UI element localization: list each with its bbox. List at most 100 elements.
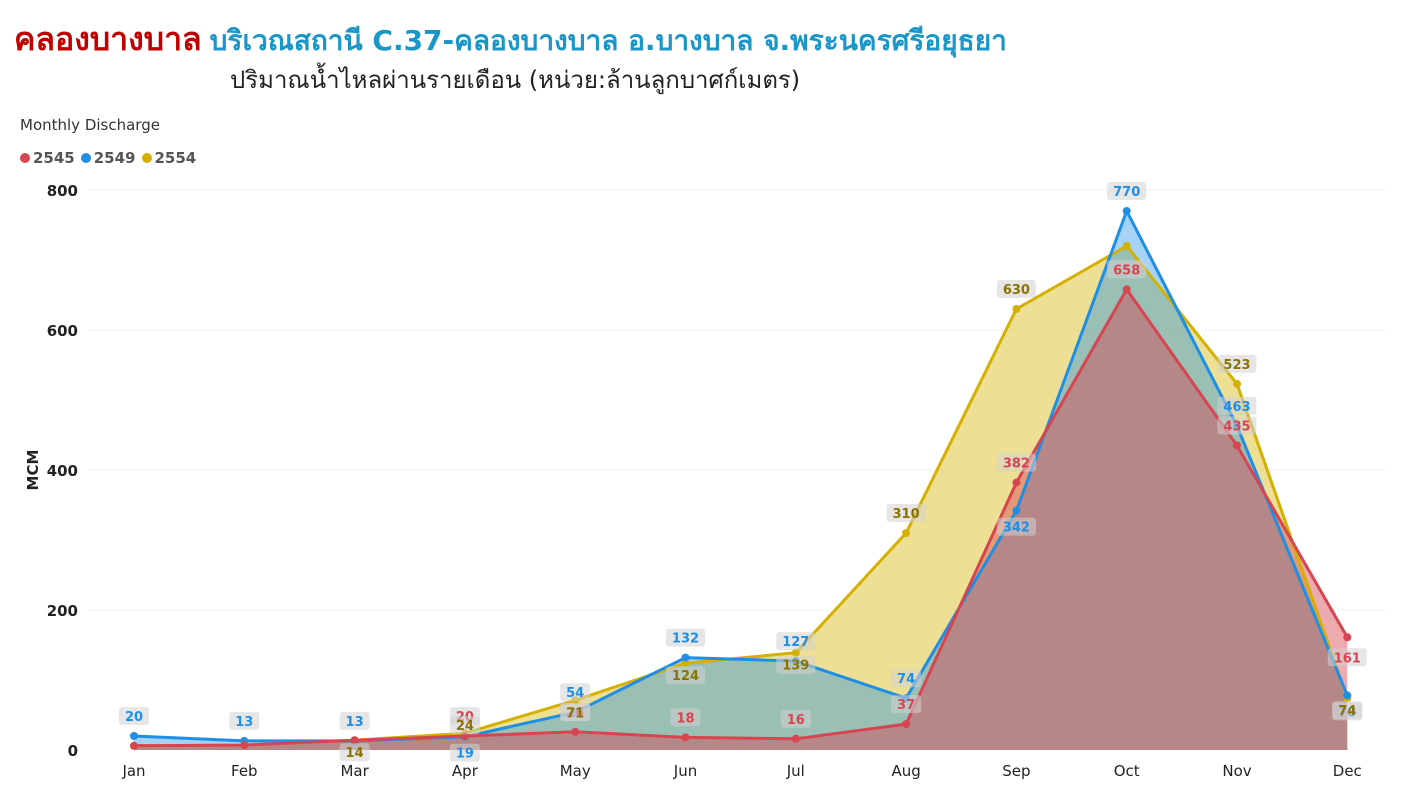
data-label-bg: [891, 695, 922, 714]
legend-label-2554: 2554: [154, 149, 197, 167]
data-point-2554[interactable]: [681, 659, 690, 668]
data-point-2545[interactable]: [1122, 285, 1131, 294]
data-label-2554: 139: [782, 659, 809, 674]
chart-title: Monthly Discharge: [20, 116, 160, 134]
data-point-2549[interactable]: [1012, 506, 1021, 515]
data-label-bg: [891, 669, 922, 688]
data-label-2554: 124: [672, 669, 699, 684]
data-label-bg: [666, 628, 705, 647]
y-tick-label: 600: [47, 322, 78, 340]
data-point-2554[interactable]: [1012, 305, 1021, 313]
data-point-2554[interactable]: [902, 529, 911, 537]
data-point-2545[interactable]: [571, 727, 580, 736]
data-label-2549: 463: [1223, 400, 1250, 415]
data-label-2549: 74: [897, 672, 915, 687]
data-label-bg: [776, 655, 816, 674]
data-label-bg: [449, 716, 480, 735]
data-point-2545[interactable]: [350, 736, 359, 745]
data-label-2545: 37: [897, 698, 915, 713]
area-2545: [134, 289, 1348, 750]
data-label-2549: 54: [566, 686, 584, 701]
area-2549: [134, 211, 1348, 750]
legend-item-2545[interactable]: 2545: [20, 149, 75, 167]
x-tick-label: Dec: [1333, 762, 1362, 780]
x-tick-label: Mar: [340, 762, 369, 780]
data-point-2545[interactable]: [902, 720, 911, 729]
data-label-2545: 16: [787, 713, 805, 728]
data-label-2554: 523: [1223, 358, 1250, 373]
data-label-2545: 161: [1334, 651, 1361, 666]
main-title: คลองบางบาล: [14, 20, 202, 58]
x-tick-label: Feb: [231, 762, 258, 780]
y-tick-label: 800: [47, 182, 78, 200]
legend-dot-2554: [141, 153, 152, 163]
x-tick-label: Apr: [452, 762, 479, 780]
data-point-2545[interactable]: [130, 741, 138, 750]
legend-item-2549[interactable]: 2549: [80, 149, 136, 167]
data-label-bg: [1107, 260, 1147, 279]
chart-legend[interactable]: 2545 2549 2554: [20, 149, 196, 167]
data-label-bg: [780, 709, 811, 728]
data-label-bg: [666, 666, 705, 685]
data-label-bg: [996, 517, 1036, 536]
legend-label-2545: 2545: [33, 149, 75, 167]
y-axis-label: MCM: [24, 450, 42, 491]
data-label-2549: 13: [235, 715, 253, 730]
legend-item-2554[interactable]: 2554: [141, 149, 197, 167]
data-label-2545: 435: [1223, 420, 1250, 435]
data-point-2549[interactable]: [1343, 691, 1352, 700]
data-label-2554: 14: [346, 746, 364, 761]
x-tick-label: Sep: [1002, 762, 1030, 780]
data-label-2549: 342: [1003, 521, 1030, 536]
data-point-2545[interactable]: [791, 734, 800, 743]
station-title: บริเวณสถานี C.37-คลองบางบาล อ.บางบาล จ.พ…: [209, 24, 1007, 57]
data-point-2545[interactable]: [1012, 478, 1021, 487]
data-label-bg: [339, 743, 370, 762]
data-label-bg: [1327, 648, 1367, 667]
legend-dot-2549: [80, 153, 91, 163]
data-label-2545: 658: [1113, 263, 1140, 278]
data-label-2554: 630: [1003, 283, 1030, 298]
data-label-bg: [670, 708, 701, 727]
data-label-2549: 770: [1113, 185, 1140, 200]
data-label-2549: 132: [672, 632, 699, 647]
data-point-2545[interactable]: [681, 733, 690, 742]
data-point-2554[interactable]: [1233, 379, 1241, 388]
data-label-bg: [560, 683, 591, 702]
data-label-2549: 127: [782, 635, 809, 650]
x-tick-label: Jun: [673, 762, 697, 780]
page-subtitle: ปริมาณน้ำไหลผ่านรายเดือน (หน่วย:ล้านลูกบ…: [230, 66, 801, 94]
data-point-2545[interactable]: [1233, 441, 1241, 450]
y-tick-label: 400: [47, 462, 78, 480]
legend-dot-2545: [20, 153, 30, 163]
data-label-2554: 71: [566, 706, 584, 721]
data-label-2554: 310: [893, 507, 920, 522]
data-label-bg: [886, 504, 926, 522]
x-tick-label: Jul: [786, 762, 805, 780]
data-point-2549[interactable]: [681, 653, 690, 662]
data-label-2545: 382: [1003, 457, 1030, 472]
data-label-bg: [449, 743, 480, 762]
data-label-2545: 18: [676, 711, 694, 726]
x-tick-label: May: [560, 762, 591, 780]
data-label-bg: [1107, 182, 1147, 200]
data-label-2549: 20: [125, 710, 143, 725]
data-point-2549[interactable]: [130, 732, 138, 740]
x-tick-label: Aug: [891, 762, 920, 780]
x-tick-label: Oct: [1114, 762, 1140, 780]
data-point-2545[interactable]: [240, 741, 249, 750]
area-2554: [134, 246, 1348, 750]
data-point-2554[interactable]: [791, 648, 800, 657]
data-label-bg: [1217, 416, 1257, 435]
data-point-2549[interactable]: [1122, 207, 1131, 215]
data-point-2554[interactable]: [1122, 242, 1131, 250]
data-label-bg: [1332, 701, 1363, 720]
data-label-bg: [996, 453, 1036, 472]
data-label-bg: [1217, 396, 1257, 415]
data-label-bg: [776, 632, 816, 651]
y-tick-label: 200: [47, 602, 78, 620]
data-point-2545[interactable]: [1343, 633, 1352, 642]
data-label-2549: 13: [346, 715, 364, 730]
data-label-2554: 74: [1338, 704, 1356, 719]
data-label-bg: [560, 703, 591, 722]
